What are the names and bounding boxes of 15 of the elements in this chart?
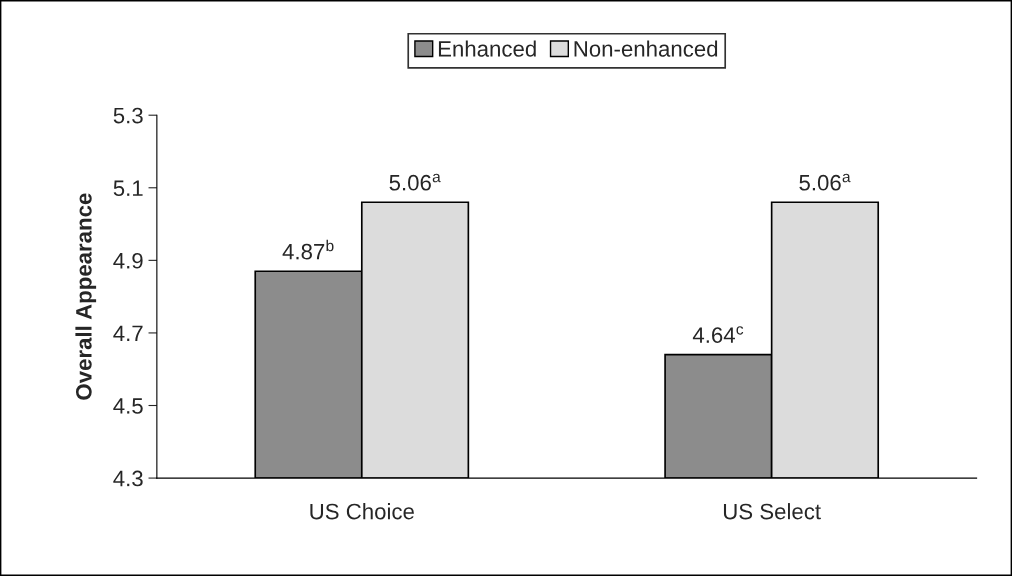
x-tick-label: US Select (723, 503, 821, 520)
legend-label: Enhanced (438, 40, 536, 57)
data-label: 5.06$^{a}$ (389, 173, 441, 191)
data-label: 5.06$^{a}$ (799, 173, 851, 191)
data-label: 4.64$^{c}$ (692, 326, 744, 343)
y-tick-label: 4.3 (113, 470, 143, 487)
legend-label: Non-enhanced (574, 40, 718, 57)
y-tick-label: 5.3 (113, 107, 143, 124)
y-tick-label: 5.1 (113, 180, 143, 197)
y-tick-label: 4.5 (113, 398, 143, 414)
y-axis-title: Overall Appearance (75, 193, 97, 400)
y-tick-label: 4.9 (113, 252, 143, 269)
x-tick-label: US Choice (310, 503, 414, 520)
data-label: 4.87$^{b}$ (282, 239, 334, 260)
y-tick-label: 4.7 (113, 325, 143, 341)
